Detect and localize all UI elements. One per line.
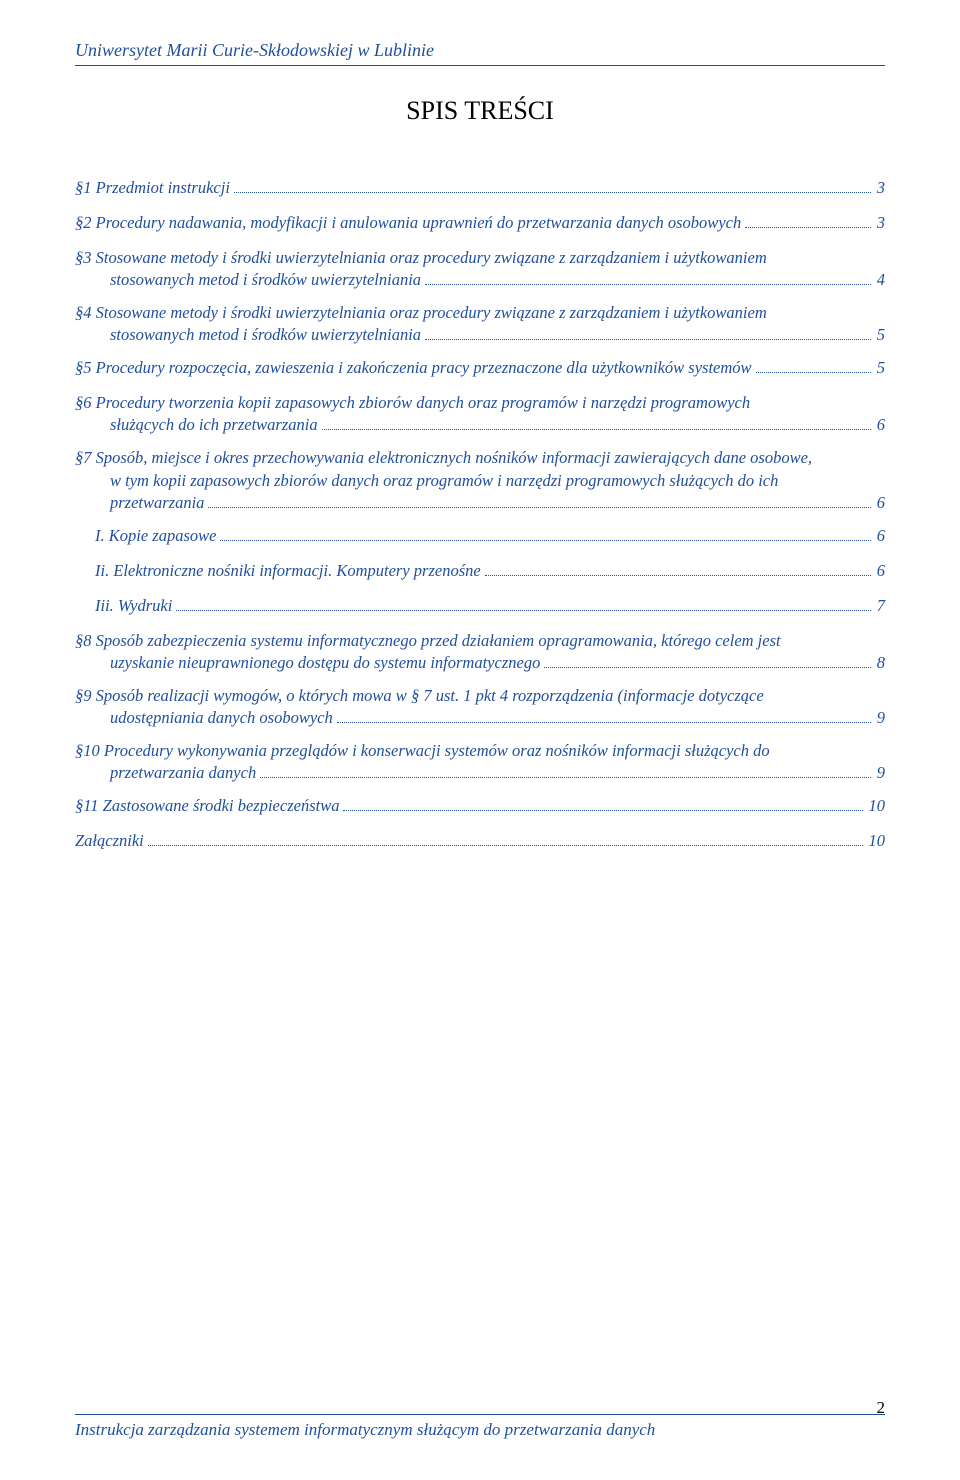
toc-entry[interactable]: §9 Sposób realizacji wymogów, o których … [75,684,885,728]
page-header: Uniwersytet Marii Curie-Skłodowskiej w L… [75,40,885,66]
toc-entry[interactable]: I. Kopie zapasowe 6 [95,524,885,548]
toc-entry-text: Załączniki [75,829,144,853]
toc-entry-text: §8 Sposób zabezpieczenia systemu informa… [75,629,885,653]
toc-entry-page: 6 [875,415,885,435]
toc-entry-page: 6 [875,559,885,583]
toc-entry-text: §1 Przedmiot instrukcji [75,176,230,200]
page-footer: Instrukcja zarządzania systemem informat… [75,1414,885,1440]
toc-entry-text: §2 Procedury nadawania, modyfikacji i an… [75,211,741,235]
toc-leader-dots [176,610,870,611]
toc-entry[interactable]: §7 Sposób, miejsce i okres przechowywani… [75,446,885,514]
toc-entry-page: 10 [867,794,886,818]
toc-entry-page: 4 [875,270,885,290]
toc-leader-dots [343,810,862,811]
toc-entry-text: I. Kopie zapasowe [95,524,216,548]
toc-entry-text: §4 Stosowane metody i środki uwierzyteln… [75,301,885,325]
toc-entry-page: 9 [875,708,885,728]
toc-leader-dots [485,575,871,576]
page-number: 2 [877,1398,886,1418]
toc-entry-text: §7 Sposób, miejsce i okres przechowywani… [75,446,885,470]
toc-leader-dots [544,667,870,668]
toc-entry[interactable]: §3 Stosowane metody i środki uwierzyteln… [75,246,885,290]
toc-entry-page: 9 [875,763,885,783]
toc-title: SPIS TREŚCI [75,96,885,126]
toc-entry-text: stosowanych metod i środków uwierzytelni… [110,270,421,290]
toc-entry-text: uzyskanie nieuprawnionego dostępu do sys… [110,653,540,673]
toc-entry-page: 3 [875,211,885,235]
toc-entry[interactable]: §10 Procedury wykonywania przeglądów i k… [75,739,885,783]
toc-entry[interactable]: §11 Zastosowane środki bezpieczeństwa 10 [75,794,885,818]
toc-leader-dots [148,845,863,846]
toc-entry-page: 5 [875,325,885,345]
toc-entry-page: 3 [875,176,885,200]
toc-entry[interactable]: Ii. Elektroniczne nośniki informacji. Ko… [95,559,885,583]
toc-leader-dots [220,540,870,541]
toc-entry-text: udostępniania danych osobowych [110,708,333,728]
toc-entry[interactable]: §1 Przedmiot instrukcji 3 [75,176,885,200]
toc-leader-dots [756,372,871,373]
toc-entry-text: stosowanych metod i środków uwierzytelni… [110,325,421,345]
toc-entry[interactable]: §8 Sposób zabezpieczenia systemu informa… [75,629,885,673]
toc-entry-text: §6 Procedury tworzenia kopii zapasowych … [75,391,885,415]
toc-leader-dots [425,284,871,285]
toc-entry-text: §9 Sposób realizacji wymogów, o których … [75,684,885,708]
toc-entry-text: §11 Zastosowane środki bezpieczeństwa [75,794,339,818]
toc-entry[interactable]: Załączniki 10 [75,829,885,853]
toc-entry-text: §5 Procedury rozpoczęcia, zawieszenia i … [75,356,752,380]
footer-text: Instrukcja zarządzania systemem informat… [75,1420,655,1440]
toc-entry[interactable]: §2 Procedury nadawania, modyfikacji i an… [75,211,885,235]
toc-leader-dots [234,192,871,193]
toc-entry-text: w tym kopii zapasowych zbiorów danych or… [110,469,885,493]
toc-entry-text: przetwarzania danych [110,763,256,783]
toc-leader-dots [322,429,871,430]
toc-leader-dots [337,722,871,723]
toc-entry-page: 6 [875,524,885,548]
toc-entry-page: 10 [867,829,886,853]
toc-entry-page: 6 [875,493,885,513]
toc-entry-text: Ii. Elektroniczne nośniki informacji. Ko… [95,559,481,583]
toc-entry-text: §3 Stosowane metody i środki uwierzyteln… [75,246,885,270]
toc-entry-text: §10 Procedury wykonywania przeglądów i k… [75,739,885,763]
toc-entry-text: Iii. Wydruki [95,594,172,618]
toc-entry-text: służących do ich przetwarzania [110,415,318,435]
toc-entry[interactable]: §4 Stosowane metody i środki uwierzyteln… [75,301,885,345]
toc-entry[interactable]: §5 Procedury rozpoczęcia, zawieszenia i … [75,356,885,380]
table-of-contents: §1 Przedmiot instrukcji 3 §2 Procedury nad… [75,176,885,853]
toc-entry-page: 8 [875,653,885,673]
toc-leader-dots [425,339,871,340]
toc-entry-page: 5 [875,356,885,380]
toc-leader-dots [745,227,871,228]
toc-leader-dots [208,507,870,508]
toc-entry[interactable]: §6 Procedury tworzenia kopii zapasowych … [75,391,885,435]
toc-entry[interactable]: Iii. Wydruki 7 [95,594,885,618]
toc-entry-text: przetwarzania [110,493,204,513]
toc-leader-dots [260,777,871,778]
toc-entry-page: 7 [875,594,885,618]
